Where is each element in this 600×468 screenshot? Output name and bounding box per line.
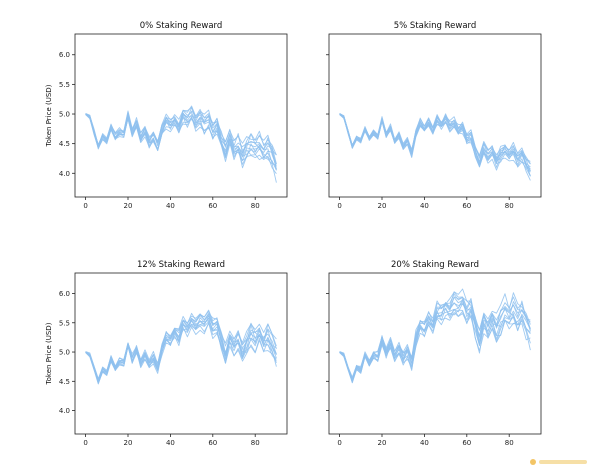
x-tick-label: 60	[462, 439, 471, 447]
x-tick-label: 60	[462, 202, 471, 210]
chart-panel-2: 0 20 40 60 80 4.0 4.5 5.0 5.5 6.0 12% Staking Rewa…	[45, 260, 288, 447]
y-tick-label: 4.5	[59, 378, 70, 386]
y-tick-label: 4.5	[59, 140, 70, 148]
panel-title: 0% Staking Reward	[140, 21, 223, 31]
x-tick-label: 80	[505, 202, 514, 210]
x-tick-label: 0	[337, 439, 341, 447]
axes-frame	[328, 272, 542, 435]
axes-frame	[328, 33, 542, 198]
series-line-path-10	[339, 291, 531, 379]
series-line-path-11	[339, 113, 531, 162]
chart-panel-1: 0 20 40 60 80 5% Staking Reward	[326, 21, 542, 210]
panel-title: 12% Staking Reward	[137, 260, 225, 270]
y-tick-label: 4.0	[59, 170, 70, 178]
axes-frame	[74, 33, 288, 198]
x-tick-label: 0	[337, 202, 341, 210]
x-tick-label: 0	[83, 202, 87, 210]
panel-title: 5% Staking Reward	[394, 21, 477, 31]
series-line-path-11	[85, 106, 277, 156]
series-line-path-10	[85, 105, 277, 156]
y-tick-label: 4.0	[59, 407, 70, 415]
y-axis-label: Token Price (USD)	[45, 84, 53, 147]
x-tick-label: 40	[420, 202, 429, 210]
x-tick-label: 20	[378, 439, 387, 447]
panel-title: 20% Staking Reward	[391, 260, 479, 270]
x-tick-label: 20	[378, 202, 387, 210]
x-tick-label: 80	[251, 439, 260, 447]
series-line-path-9	[339, 293, 531, 379]
y-tick-label: 6.0	[59, 290, 70, 298]
series-line-path-11	[85, 309, 277, 379]
x-tick-label: 60	[208, 439, 217, 447]
y-tick-label: 5.5	[59, 81, 70, 89]
x-tick-label: 20	[124, 202, 133, 210]
chart-panel-3: 0 20 40 60 80 20% Staking Reward	[326, 260, 542, 447]
x-tick-label: 80	[505, 439, 514, 447]
series-line-path-9	[85, 106, 277, 167]
x-tick-label: 40	[166, 202, 175, 210]
y-axis-label: Token Price (USD)	[45, 322, 53, 385]
x-tick-label: 60	[208, 202, 217, 210]
x-tick-label: 80	[251, 202, 260, 210]
x-tick-label: 20	[124, 439, 133, 447]
y-tick-label: 5.0	[59, 349, 70, 357]
axes-frame	[74, 272, 288, 435]
series-line-path-11	[339, 288, 531, 378]
x-tick-label: 40	[166, 439, 175, 447]
y-tick-label: 6.0	[59, 51, 70, 59]
y-tick-label: 5.5	[59, 319, 70, 327]
chart-panel-0: 0 20 40 60 80 4.0 4.5 5.0 5.5 6.0 0% Staking Rewar…	[45, 21, 288, 210]
x-tick-label: 40	[420, 439, 429, 447]
x-tick-label: 0	[83, 439, 87, 447]
y-tick-label: 5.0	[59, 111, 70, 119]
brand-logo-icon	[530, 458, 590, 466]
